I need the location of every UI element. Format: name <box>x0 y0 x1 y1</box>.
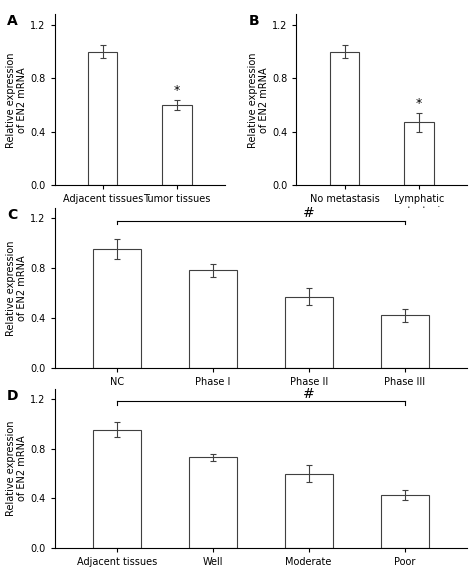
Bar <box>330 52 359 185</box>
Text: #: # <box>303 206 315 220</box>
Text: B: B <box>249 14 259 28</box>
Bar <box>162 105 191 185</box>
Text: A: A <box>7 14 18 28</box>
Bar <box>285 296 333 368</box>
Y-axis label: Relative expression
of EN2 mRNA: Relative expression of EN2 mRNA <box>6 240 27 336</box>
Text: C: C <box>7 208 18 222</box>
Text: *: * <box>173 84 180 97</box>
Bar <box>404 123 434 185</box>
Bar <box>189 270 237 368</box>
Bar <box>285 474 333 548</box>
Y-axis label: Relative expression
of EN2 mRNA: Relative expression of EN2 mRNA <box>248 52 269 148</box>
Bar <box>189 457 237 548</box>
Y-axis label: Relative expression
of EN2 mRNA: Relative expression of EN2 mRNA <box>6 421 27 516</box>
Bar <box>93 430 141 548</box>
Y-axis label: Relative expression
of EN2 mRNA: Relative expression of EN2 mRNA <box>6 52 27 148</box>
Text: *: * <box>416 97 422 111</box>
Text: D: D <box>7 389 18 403</box>
Text: #: # <box>303 386 315 401</box>
Bar <box>381 315 428 368</box>
Bar <box>88 52 118 185</box>
Bar <box>381 495 428 548</box>
Bar <box>93 249 141 368</box>
